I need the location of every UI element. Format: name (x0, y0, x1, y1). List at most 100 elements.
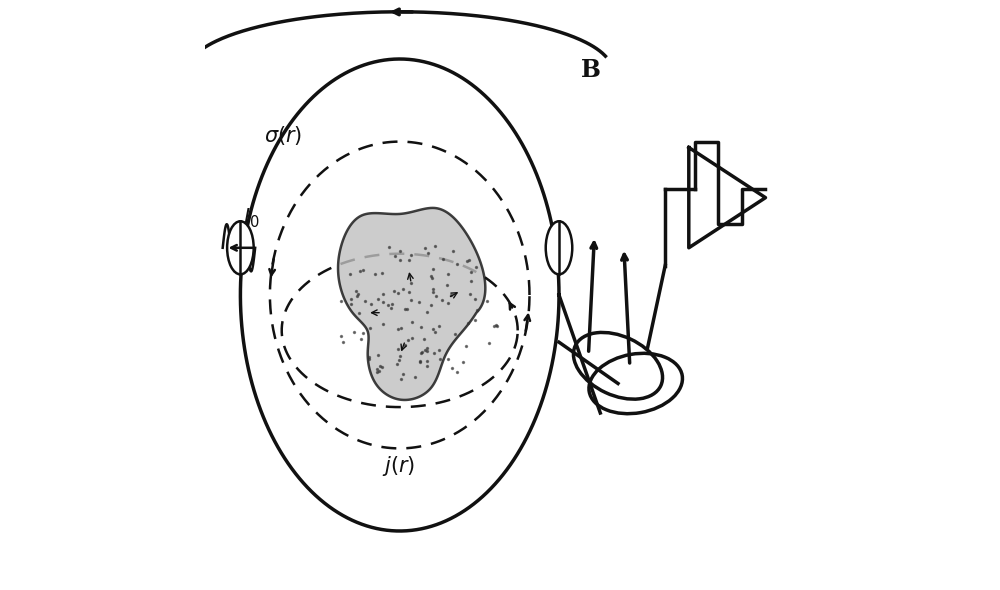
Point (397, 340, 413, 350)
Point (369, 367, 385, 376)
Point (401, 255, 417, 265)
Point (413, 349, 429, 358)
Point (362, 324, 378, 333)
Point (486, 322, 502, 331)
Point (443, 290, 459, 299)
Point (387, 251, 403, 261)
Point (375, 289, 391, 299)
Ellipse shape (546, 221, 572, 274)
Point (372, 362, 388, 371)
Text: B: B (581, 58, 601, 81)
Point (343, 294, 359, 304)
Point (370, 294, 386, 303)
Point (431, 345, 447, 355)
Point (413, 323, 429, 332)
Point (380, 301, 396, 310)
Point (375, 297, 391, 307)
Point (389, 359, 405, 368)
Point (395, 284, 411, 294)
Point (431, 321, 447, 330)
Point (346, 327, 362, 336)
Point (357, 296, 373, 306)
Point (399, 304, 415, 313)
Point (416, 334, 432, 343)
Point (374, 362, 390, 372)
Point (435, 254, 451, 264)
Point (414, 348, 430, 357)
Point (424, 274, 440, 283)
Point (375, 319, 391, 329)
Point (447, 329, 463, 339)
Point (467, 294, 483, 303)
Point (488, 320, 504, 330)
Point (419, 362, 435, 371)
Point (350, 289, 366, 299)
Point (355, 328, 371, 337)
Point (462, 289, 478, 298)
Point (403, 296, 419, 305)
Point (461, 255, 477, 264)
Point (390, 324, 406, 334)
Point (426, 349, 442, 358)
Point (403, 278, 419, 288)
Point (349, 291, 365, 301)
Point (463, 268, 479, 277)
Point (479, 296, 495, 306)
Point (361, 352, 377, 362)
Point (434, 295, 450, 304)
Point (463, 276, 479, 286)
Point (392, 255, 408, 265)
Point (383, 303, 399, 313)
Point (469, 306, 485, 315)
Point (401, 287, 417, 297)
Point (371, 366, 387, 376)
Point (395, 369, 411, 379)
Point (367, 270, 383, 279)
Point (467, 316, 483, 325)
Point (439, 281, 455, 290)
Point (445, 247, 461, 256)
Point (432, 354, 448, 363)
Point (419, 343, 435, 352)
Text: $\sigma(r)$: $\sigma(r)$ (264, 123, 302, 146)
Point (412, 358, 428, 367)
Point (425, 264, 441, 274)
Point (361, 355, 377, 364)
Point (455, 358, 471, 367)
Point (489, 322, 505, 331)
Polygon shape (338, 208, 485, 400)
Point (381, 242, 397, 252)
Point (335, 337, 351, 347)
Point (353, 334, 369, 343)
Point (348, 287, 364, 296)
Point (449, 367, 465, 376)
Point (420, 248, 436, 258)
Point (390, 289, 406, 298)
Ellipse shape (227, 221, 254, 274)
Point (393, 323, 409, 332)
Point (440, 269, 456, 278)
Point (425, 285, 441, 294)
Point (400, 336, 416, 345)
Point (459, 257, 475, 266)
Point (363, 300, 379, 309)
Point (397, 304, 413, 314)
Point (411, 297, 427, 307)
Point (428, 291, 444, 301)
Point (352, 266, 368, 276)
Point (460, 319, 476, 328)
Point (417, 244, 433, 253)
Point (440, 354, 456, 363)
Point (393, 375, 409, 384)
Point (412, 356, 428, 366)
Point (386, 287, 402, 296)
Point (458, 341, 474, 350)
Point (343, 299, 359, 309)
Point (333, 332, 349, 341)
Point (374, 268, 390, 278)
Point (481, 338, 497, 348)
Point (333, 296, 349, 306)
Point (404, 333, 420, 343)
Point (390, 345, 406, 354)
Point (384, 299, 400, 309)
